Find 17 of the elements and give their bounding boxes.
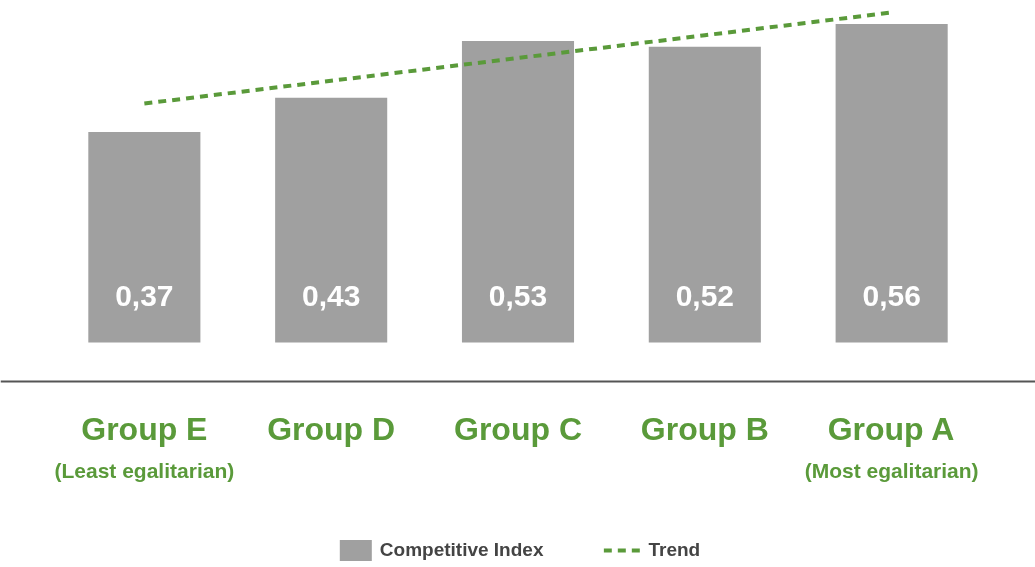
bar bbox=[648, 46, 761, 343]
data-label: 0,52 bbox=[675, 278, 735, 312]
bar bbox=[461, 40, 575, 343]
x-tick-label: Group B bbox=[640, 410, 769, 447]
legend-label: Competitive Index bbox=[379, 539, 544, 561]
bar bbox=[88, 131, 201, 343]
bar bbox=[835, 23, 948, 343]
legend-label: Trend bbox=[648, 539, 701, 561]
bar bbox=[275, 97, 388, 343]
data-label: 0,53 bbox=[488, 278, 548, 312]
x-tick-label: Group D bbox=[267, 410, 396, 447]
x-tick-label: Group C bbox=[454, 410, 582, 447]
x-tick-label: Group E (Least egalitarian) bbox=[54, 410, 235, 482]
data-label: 0,37 bbox=[115, 278, 174, 312]
data-label: 0,43 bbox=[301, 278, 361, 312]
x-tick-label: Group A (Most egalitarian) bbox=[804, 410, 979, 482]
data-label: 0,56 bbox=[862, 278, 921, 312]
